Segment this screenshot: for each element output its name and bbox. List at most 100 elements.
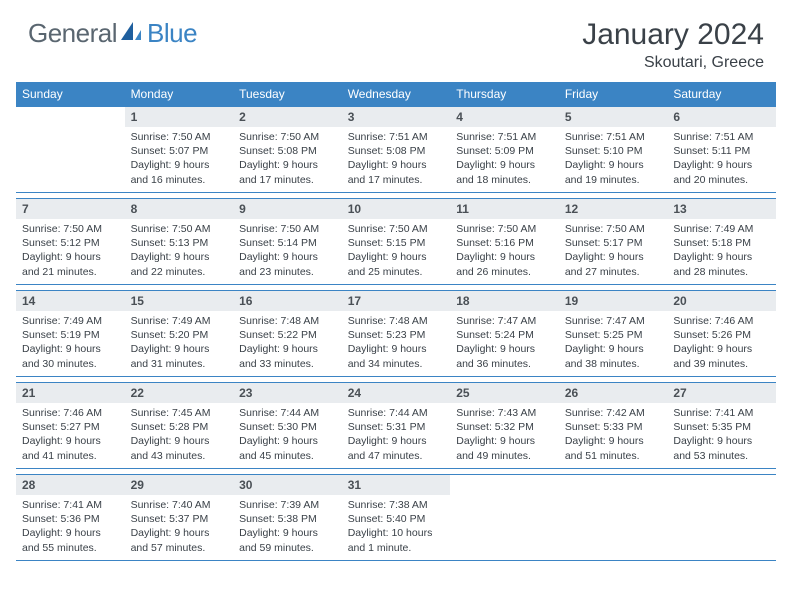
daylight-line: Daylight: 9 hours and 39 minutes.: [673, 342, 770, 370]
day-cell: 1Sunrise: 7:50 AMSunset: 5:07 PMDaylight…: [125, 107, 234, 193]
day-number: 21: [16, 383, 125, 403]
sunset-line: Sunset: 5:12 PM: [22, 236, 119, 250]
day-cell: 7Sunrise: 7:50 AMSunset: 5:12 PMDaylight…: [16, 199, 125, 285]
day-cell: 22Sunrise: 7:45 AMSunset: 5:28 PMDayligh…: [125, 383, 234, 469]
week-row: 7Sunrise: 7:50 AMSunset: 5:12 PMDaylight…: [16, 199, 776, 285]
day-cell: 8Sunrise: 7:50 AMSunset: 5:13 PMDaylight…: [125, 199, 234, 285]
sunset-line: Sunset: 5:14 PM: [239, 236, 336, 250]
dow-cell: Tuesday: [233, 82, 342, 107]
dow-cell: Friday: [559, 82, 668, 107]
day-cell: 3Sunrise: 7:51 AMSunset: 5:08 PMDaylight…: [342, 107, 451, 193]
daylight-line: Daylight: 9 hours and 59 minutes.: [239, 526, 336, 554]
daylight-line: Daylight: 9 hours and 53 minutes.: [673, 434, 770, 462]
day-body: Sunrise: 7:48 AMSunset: 5:22 PMDaylight:…: [233, 311, 342, 375]
daylight-line: Daylight: 9 hours and 22 minutes.: [131, 250, 228, 278]
day-cell: 21Sunrise: 7:46 AMSunset: 5:27 PMDayligh…: [16, 383, 125, 469]
day-body: Sunrise: 7:50 AMSunset: 5:13 PMDaylight:…: [125, 219, 234, 283]
sunrise-line: Sunrise: 7:40 AM: [131, 498, 228, 512]
sunset-line: Sunset: 5:19 PM: [22, 328, 119, 342]
daylight-line: Daylight: 9 hours and 33 minutes.: [239, 342, 336, 370]
day-cell: 25Sunrise: 7:43 AMSunset: 5:32 PMDayligh…: [450, 383, 559, 469]
sunrise-line: Sunrise: 7:50 AM: [239, 130, 336, 144]
day-cell: 2Sunrise: 7:50 AMSunset: 5:08 PMDaylight…: [233, 107, 342, 193]
sunrise-line: Sunrise: 7:50 AM: [131, 130, 228, 144]
sunrise-line: Sunrise: 7:44 AM: [348, 406, 445, 420]
logo-text-general: General: [28, 18, 117, 49]
sunrise-line: Sunrise: 7:48 AM: [239, 314, 336, 328]
sunrise-line: Sunrise: 7:50 AM: [239, 222, 336, 236]
sunset-line: Sunset: 5:24 PM: [456, 328, 553, 342]
day-cell: 15Sunrise: 7:49 AMSunset: 5:20 PMDayligh…: [125, 291, 234, 377]
sunrise-line: Sunrise: 7:50 AM: [565, 222, 662, 236]
day-number: 13: [667, 199, 776, 219]
daylight-line: Daylight: 10 hours and 1 minute.: [348, 526, 445, 554]
daylight-line: Daylight: 9 hours and 25 minutes.: [348, 250, 445, 278]
day-number: 1: [125, 107, 234, 127]
day-cell-blank: [450, 475, 559, 561]
day-body: Sunrise: 7:51 AMSunset: 5:10 PMDaylight:…: [559, 127, 668, 191]
day-number: 28: [16, 475, 125, 495]
sunset-line: Sunset: 5:23 PM: [348, 328, 445, 342]
day-cell: 10Sunrise: 7:50 AMSunset: 5:15 PMDayligh…: [342, 199, 451, 285]
day-cell: 9Sunrise: 7:50 AMSunset: 5:14 PMDaylight…: [233, 199, 342, 285]
day-number: 8: [125, 199, 234, 219]
day-number: 12: [559, 199, 668, 219]
sunrise-line: Sunrise: 7:47 AM: [456, 314, 553, 328]
day-number: 23: [233, 383, 342, 403]
day-number: 14: [16, 291, 125, 311]
sunset-line: Sunset: 5:09 PM: [456, 144, 553, 158]
daylight-line: Daylight: 9 hours and 23 minutes.: [239, 250, 336, 278]
day-cell-blank: [559, 475, 668, 561]
day-cell: 6Sunrise: 7:51 AMSunset: 5:11 PMDaylight…: [667, 107, 776, 193]
day-body: Sunrise: 7:44 AMSunset: 5:31 PMDaylight:…: [342, 403, 451, 467]
sail-icon: [119, 20, 143, 47]
daylight-line: Daylight: 9 hours and 30 minutes.: [22, 342, 119, 370]
sunrise-line: Sunrise: 7:46 AM: [22, 406, 119, 420]
sunset-line: Sunset: 5:30 PM: [239, 420, 336, 434]
day-body: Sunrise: 7:43 AMSunset: 5:32 PMDaylight:…: [450, 403, 559, 467]
day-cell: 20Sunrise: 7:46 AMSunset: 5:26 PMDayligh…: [667, 291, 776, 377]
sunset-line: Sunset: 5:27 PM: [22, 420, 119, 434]
day-number: 15: [125, 291, 234, 311]
day-body: Sunrise: 7:50 AMSunset: 5:07 PMDaylight:…: [125, 127, 234, 191]
daylight-line: Daylight: 9 hours and 17 minutes.: [348, 158, 445, 186]
day-number: 29: [125, 475, 234, 495]
day-body: Sunrise: 7:49 AMSunset: 5:19 PMDaylight:…: [16, 311, 125, 375]
daylight-line: Daylight: 9 hours and 18 minutes.: [456, 158, 553, 186]
day-cell: 13Sunrise: 7:49 AMSunset: 5:18 PMDayligh…: [667, 199, 776, 285]
day-cell: 23Sunrise: 7:44 AMSunset: 5:30 PMDayligh…: [233, 383, 342, 469]
sunset-line: Sunset: 5:20 PM: [131, 328, 228, 342]
logo-text-blue: Blue: [147, 18, 197, 49]
day-number: 5: [559, 107, 668, 127]
sunrise-line: Sunrise: 7:51 AM: [456, 130, 553, 144]
day-body: Sunrise: 7:41 AMSunset: 5:36 PMDaylight:…: [16, 495, 125, 559]
day-number: 24: [342, 383, 451, 403]
sunrise-line: Sunrise: 7:50 AM: [22, 222, 119, 236]
day-number: 19: [559, 291, 668, 311]
daylight-line: Daylight: 9 hours and 36 minutes.: [456, 342, 553, 370]
calendar-table: SundayMondayTuesdayWednesdayThursdayFrid…: [16, 82, 776, 561]
day-cell: 5Sunrise: 7:51 AMSunset: 5:10 PMDaylight…: [559, 107, 668, 193]
day-body: Sunrise: 7:44 AMSunset: 5:30 PMDaylight:…: [233, 403, 342, 467]
daylight-line: Daylight: 9 hours and 16 minutes.: [131, 158, 228, 186]
sunset-line: Sunset: 5:17 PM: [565, 236, 662, 250]
day-number: 3: [342, 107, 451, 127]
sunset-line: Sunset: 5:13 PM: [131, 236, 228, 250]
day-body: Sunrise: 7:46 AMSunset: 5:26 PMDaylight:…: [667, 311, 776, 375]
day-number: 17: [342, 291, 451, 311]
daylight-line: Daylight: 9 hours and 43 minutes.: [131, 434, 228, 462]
week-row: 14Sunrise: 7:49 AMSunset: 5:19 PMDayligh…: [16, 291, 776, 377]
week-row: 1Sunrise: 7:50 AMSunset: 5:07 PMDaylight…: [16, 107, 776, 193]
day-cell: 27Sunrise: 7:41 AMSunset: 5:35 PMDayligh…: [667, 383, 776, 469]
day-body: Sunrise: 7:50 AMSunset: 5:16 PMDaylight:…: [450, 219, 559, 283]
day-number: 16: [233, 291, 342, 311]
day-cell: 30Sunrise: 7:39 AMSunset: 5:38 PMDayligh…: [233, 475, 342, 561]
sunrise-line: Sunrise: 7:43 AM: [456, 406, 553, 420]
sunset-line: Sunset: 5:33 PM: [565, 420, 662, 434]
sunrise-line: Sunrise: 7:45 AM: [131, 406, 228, 420]
day-body: Sunrise: 7:49 AMSunset: 5:20 PMDaylight:…: [125, 311, 234, 375]
day-cell: 26Sunrise: 7:42 AMSunset: 5:33 PMDayligh…: [559, 383, 668, 469]
daylight-line: Daylight: 9 hours and 49 minutes.: [456, 434, 553, 462]
day-body: Sunrise: 7:50 AMSunset: 5:15 PMDaylight:…: [342, 219, 451, 283]
day-cell: 18Sunrise: 7:47 AMSunset: 5:24 PMDayligh…: [450, 291, 559, 377]
